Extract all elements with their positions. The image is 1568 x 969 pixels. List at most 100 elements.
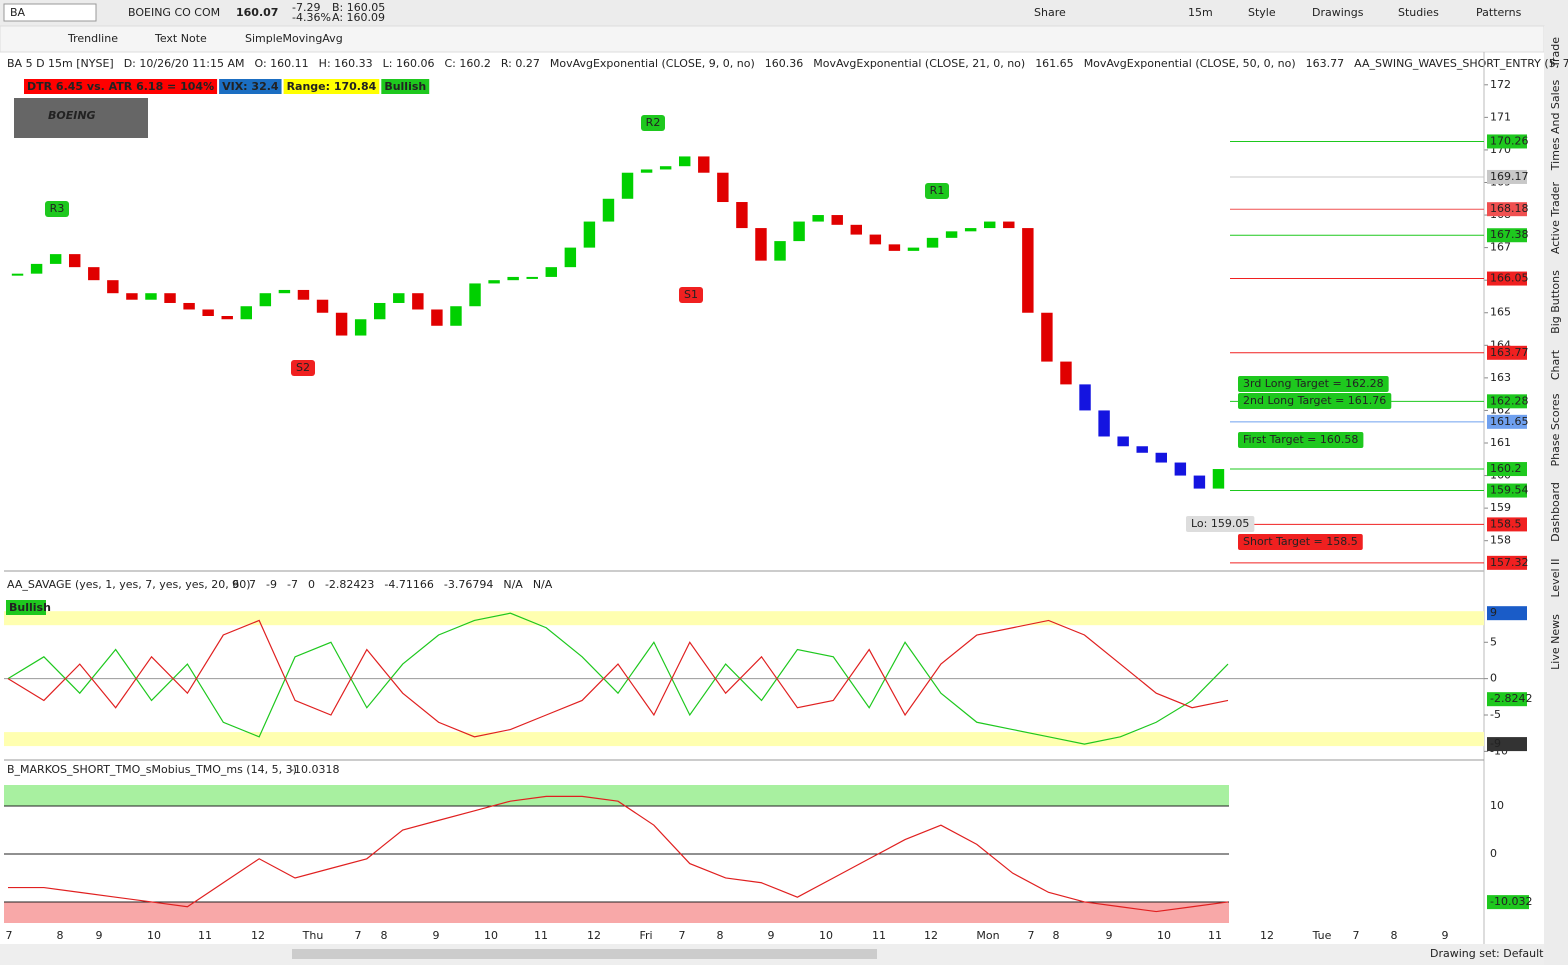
target-box (1186, 516, 1255, 532)
target-box (1238, 393, 1392, 409)
toolbar-button[interactable]: Style (1248, 6, 1276, 19)
top-toolbar (0, 0, 1568, 26)
candle (984, 221, 996, 229)
candle (316, 299, 329, 313)
toolbar-button[interactable]: Studies (1398, 6, 1439, 19)
candle (564, 247, 577, 268)
price-tag-label: 166.05 (1490, 272, 1529, 285)
toolbar-button[interactable]: Drawings (1312, 6, 1364, 19)
x-tick-label: 10 (147, 929, 161, 942)
candle (640, 169, 653, 173)
toolbar-button[interactable]: Share (1034, 6, 1066, 19)
pivot-label: S2 (296, 361, 310, 374)
y-tick-label: 163 (1490, 371, 1511, 384)
target-label: 3rd Long Target = 162.28 (1243, 377, 1384, 390)
x-tick-label: 7 (679, 929, 686, 942)
y-tick-label: 171 (1490, 110, 1511, 123)
osc-tag (1487, 895, 1529, 910)
osc-tag-label: -2.8242 (1490, 692, 1532, 705)
candle (698, 156, 710, 173)
study-header: 161.65 (1035, 57, 1074, 70)
ask: A: 160.09 (332, 11, 385, 24)
candle (11, 273, 24, 276)
candle (183, 302, 195, 310)
study-value: 7 (249, 578, 256, 591)
y-tick-label: 172 (1490, 78, 1511, 91)
candle (354, 319, 367, 336)
price-tag (1487, 517, 1527, 532)
drawing-set: Drawing set: Default (1430, 947, 1544, 960)
candle (88, 267, 100, 281)
side-tab[interactable]: Chart (1549, 349, 1562, 380)
x-tick-label: 11 (1208, 929, 1222, 942)
candle (831, 215, 843, 225)
badge-text: VIX: 32.4 (222, 80, 279, 93)
candle (1022, 228, 1034, 313)
side-tab[interactable]: Dashboard (1549, 482, 1562, 542)
side-tab[interactable]: Big Buttons (1549, 270, 1562, 334)
candle (507, 276, 519, 281)
candle (755, 228, 767, 261)
target-label: First Target = 160.58 (1243, 433, 1358, 446)
zone (4, 785, 1229, 806)
toolbar-button[interactable]: 15m (1188, 6, 1213, 19)
candle (888, 244, 901, 251)
badge (283, 79, 380, 94)
toolbar-button[interactable]: Patterns (1476, 6, 1522, 19)
x-tick-label: 9 (1106, 929, 1113, 942)
drawing-tool[interactable]: SimpleMovingAvg (245, 32, 343, 45)
study-header: MovAvgExponential (CLOSE, 50, 0, no) (1084, 57, 1296, 70)
change: -7.29 (292, 1, 320, 14)
scroll-thumb[interactable] (292, 949, 877, 959)
drawing-tool[interactable]: Trendline (67, 32, 118, 45)
osc-tag-label: 9 (1490, 606, 1497, 619)
candle (488, 280, 500, 284)
price-tag (1487, 345, 1527, 360)
price-tag-label: 169.17 (1490, 170, 1529, 183)
x-tick-label: 10 (819, 929, 833, 942)
badge (381, 79, 430, 94)
x-tick-label: 10 (1157, 929, 1171, 942)
pivot-label: S1 (684, 288, 698, 301)
pivot-label: R2 (646, 116, 661, 129)
side-tab[interactable]: Active Trader (1549, 181, 1562, 254)
badge-text: DTR 6.45 vs. ATR 6.18 = 104% (27, 80, 214, 93)
badge (24, 79, 218, 94)
candle (945, 231, 958, 238)
candle (297, 289, 310, 300)
study-value: -3.76794 (444, 578, 493, 591)
side-tab[interactable]: Level II (1549, 558, 1562, 597)
x-tick-label: 11 (534, 929, 548, 942)
x-tick-label: Thu (302, 929, 324, 942)
side-tab[interactable]: Trade (1549, 37, 1562, 68)
x-tick-label: 9 (96, 929, 103, 942)
side-tab[interactable]: Live News (1549, 614, 1562, 670)
x-tick-label: 12 (924, 929, 938, 942)
change-pct: -4.36% (292, 11, 331, 24)
symbol-box[interactable] (3, 3, 97, 22)
tmo-line (8, 795, 1229, 913)
candle (1174, 462, 1187, 476)
candle (869, 234, 882, 245)
candle (69, 254, 81, 268)
x-tick-label: 12 (251, 929, 265, 942)
osc-tag-label: -9 (1490, 737, 1501, 750)
side-tab[interactable]: Phase Scores (1549, 393, 1562, 466)
y-tick-label: -5 (1490, 708, 1501, 721)
drawing-tool[interactable]: Text Note (154, 32, 207, 45)
candle (926, 237, 939, 248)
target-label: 2nd Long Target = 161.76 (1243, 394, 1386, 407)
side-bar (1544, 26, 1568, 965)
candle (1098, 410, 1110, 437)
price-tag-label: 163.77 (1490, 346, 1529, 359)
price-tag-label: 159.54 (1490, 484, 1529, 497)
pivot-box (679, 287, 703, 303)
side-tab[interactable]: Times And Sales (1549, 80, 1562, 172)
company: BOEING CO COM (128, 6, 220, 19)
candle (431, 309, 443, 326)
candle (1003, 221, 1015, 229)
candle (240, 306, 252, 320)
price-tag-label: 160.2 (1490, 462, 1522, 475)
x-tick-label: 7 (355, 929, 362, 942)
x-tick-label: 12 (587, 929, 601, 942)
